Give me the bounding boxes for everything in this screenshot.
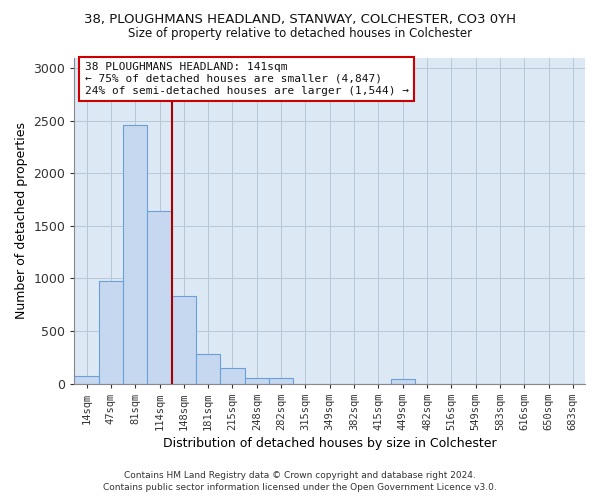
X-axis label: Distribution of detached houses by size in Colchester: Distribution of detached houses by size …	[163, 437, 497, 450]
Bar	[148, 211, 172, 384]
Bar	[269, 378, 293, 384]
Text: Size of property relative to detached houses in Colchester: Size of property relative to detached ho…	[128, 28, 472, 40]
Text: 38 PLOUGHMANS HEADLAND: 141sqm
← 75% of detached houses are smaller (4,847)
24% : 38 PLOUGHMANS HEADLAND: 141sqm ← 75% of …	[85, 62, 409, 96]
Bar	[172, 296, 196, 384]
Bar	[99, 281, 123, 384]
Bar	[196, 354, 220, 384]
Text: 38, PLOUGHMANS HEADLAND, STANWAY, COLCHESTER, CO3 0YH: 38, PLOUGHMANS HEADLAND, STANWAY, COLCHE…	[84, 12, 516, 26]
Text: Contains HM Land Registry data © Crown copyright and database right 2024.
Contai: Contains HM Land Registry data © Crown c…	[103, 471, 497, 492]
Bar	[74, 376, 99, 384]
Bar	[123, 125, 148, 384]
Y-axis label: Number of detached properties: Number of detached properties	[15, 122, 28, 319]
Bar	[391, 380, 415, 384]
Bar	[245, 378, 269, 384]
Bar	[220, 368, 245, 384]
